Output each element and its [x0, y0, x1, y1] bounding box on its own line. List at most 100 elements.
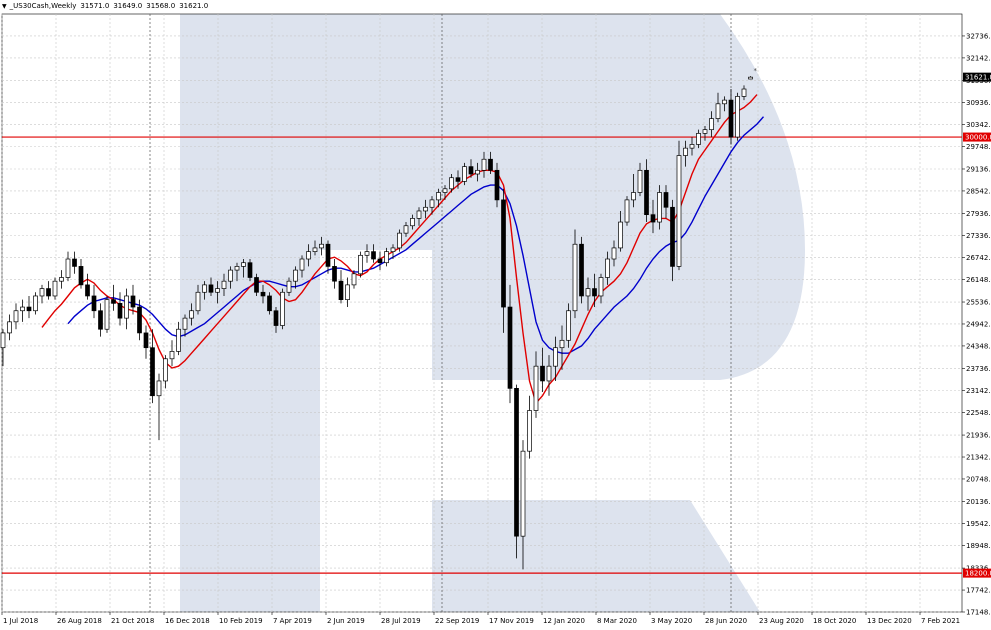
candle-body — [618, 221, 623, 249]
candle-body — [696, 133, 701, 145]
candle — [13, 303, 19, 330]
candle — [221, 273, 227, 296]
candle-body — [319, 243, 324, 249]
candle-body — [286, 280, 292, 293]
candle — [247, 259, 253, 282]
candle-body — [403, 225, 409, 234]
candle-body — [377, 258, 383, 264]
x-tick-label: 1 Jul 2018 — [3, 617, 38, 625]
candle-body — [468, 166, 474, 175]
y-tick-label: 26742.0 — [966, 254, 991, 262]
y-tick-label: 23142.0 — [966, 387, 991, 395]
y-tick-label: 28542.0 — [966, 187, 991, 195]
candle — [592, 273, 597, 308]
candle — [501, 188, 506, 333]
candle-body — [267, 295, 272, 312]
candle — [631, 174, 636, 208]
candle — [189, 303, 194, 326]
candle-body — [234, 266, 240, 271]
y-tick-label: 17148.0 — [966, 609, 991, 617]
candle — [78, 259, 84, 289]
candle-body — [715, 103, 721, 119]
candle-body — [423, 206, 428, 212]
candle — [423, 199, 428, 219]
candle — [241, 259, 246, 278]
candle-body — [650, 214, 656, 223]
candle-body — [91, 295, 97, 312]
candle — [553, 336, 558, 381]
candle-body — [546, 365, 552, 382]
candle — [455, 170, 461, 189]
last-price-label: 31621.0 — [965, 74, 991, 82]
candle — [520, 440, 526, 570]
candle — [169, 340, 175, 367]
candle — [618, 210, 623, 252]
candle-body — [592, 288, 597, 297]
candle-body — [98, 310, 103, 330]
y-tick-label: 24942.0 — [966, 320, 991, 328]
candle — [390, 244, 396, 260]
x-tick-label: 7 Feb 2021 — [921, 617, 960, 625]
candle — [208, 277, 214, 296]
candle-body — [169, 351, 175, 360]
horizontal-levels: 30000.0 18200.0 — [2, 132, 991, 578]
y-tick-label: 30342.0 — [966, 121, 991, 129]
candle — [0, 329, 6, 367]
candle-body — [241, 262, 246, 267]
candle-body — [449, 177, 454, 190]
candle — [533, 351, 539, 418]
candle-body — [611, 247, 617, 260]
candle-body — [46, 288, 51, 297]
candle — [98, 303, 103, 337]
candle-body — [631, 192, 636, 201]
candle-body — [657, 192, 662, 223]
candle-body — [455, 177, 461, 182]
candle-body — [494, 169, 500, 201]
collapse-triangle-icon[interactable]: ▼ — [2, 3, 7, 10]
y-tick-label: 27936.0 — [966, 210, 991, 218]
candle — [325, 240, 331, 274]
candle — [663, 185, 669, 219]
candle-body — [85, 284, 90, 297]
x-tick-label: 8 Mar 2020 — [597, 617, 637, 625]
y-tick-label: 18336.0 — [966, 565, 991, 573]
candle-body — [332, 266, 337, 282]
candle-body — [624, 199, 630, 223]
candle — [254, 273, 259, 296]
candle-body — [475, 169, 480, 175]
candle — [670, 199, 675, 282]
candle-body — [124, 295, 129, 319]
y-tick-label: 18948.0 — [966, 542, 991, 550]
y-tick-label: 29136.0 — [966, 165, 991, 173]
candle — [475, 162, 480, 182]
candle-body — [585, 288, 591, 297]
candle — [293, 266, 298, 289]
candle-body — [689, 144, 695, 149]
candle — [585, 277, 591, 311]
candle — [735, 92, 740, 141]
candle — [481, 151, 487, 178]
candle — [650, 199, 656, 234]
candle — [566, 303, 571, 348]
candle — [156, 373, 162, 441]
candle — [605, 251, 610, 285]
candle — [572, 229, 578, 319]
y-tick-label: 25536.0 — [966, 299, 991, 307]
candle — [611, 240, 617, 267]
candle — [150, 329, 155, 404]
x-tick-label: 28 Jun 2020 — [705, 617, 747, 625]
slow-moving-average-line — [67, 116, 765, 354]
x-tick-label: 23 Aug 2020 — [759, 617, 804, 625]
candle-body — [52, 280, 58, 297]
x-tick-label: 2 Jun 2019 — [327, 617, 365, 625]
candle — [234, 262, 240, 282]
candle-body — [481, 158, 487, 171]
candle — [338, 270, 344, 304]
candle — [696, 129, 701, 149]
candle-body — [247, 262, 253, 278]
candle — [397, 229, 402, 252]
level-label-bg — [963, 132, 991, 142]
candle — [488, 151, 493, 175]
